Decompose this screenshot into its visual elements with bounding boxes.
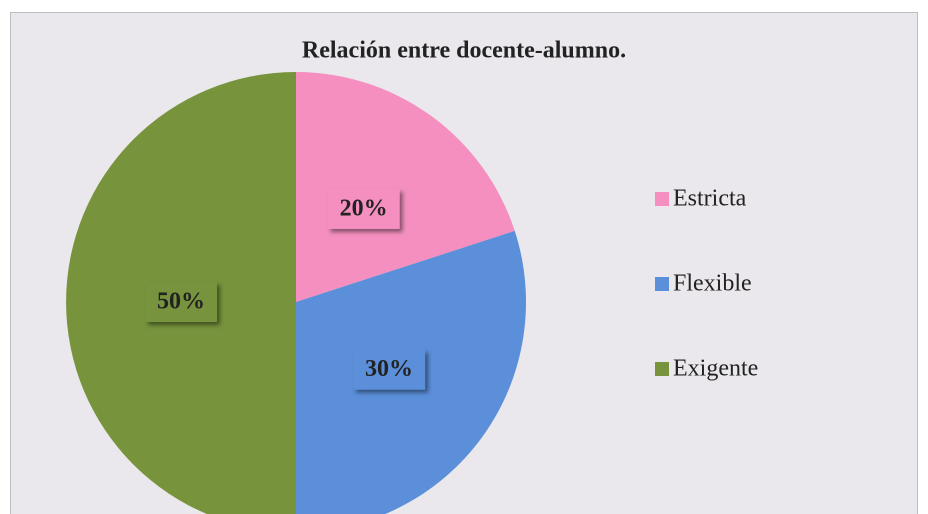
data-label: 20% [340,195,388,221]
legend-swatch [655,192,669,206]
legend-swatch [655,277,669,291]
pie [66,72,526,514]
data-label: 30% [365,356,413,382]
pie-slice [296,72,515,302]
chart-title: Relación entre docente-alumno. [302,38,626,64]
data-label-box [327,188,400,229]
legend-swatch [655,362,669,376]
legend-label: Flexible [673,271,752,297]
data-label-box [353,349,426,390]
data-label-box [145,282,217,322]
data-label: 50% [157,289,205,315]
legend-label: Estricta [673,186,747,212]
legend-label: Exigente [673,356,758,382]
